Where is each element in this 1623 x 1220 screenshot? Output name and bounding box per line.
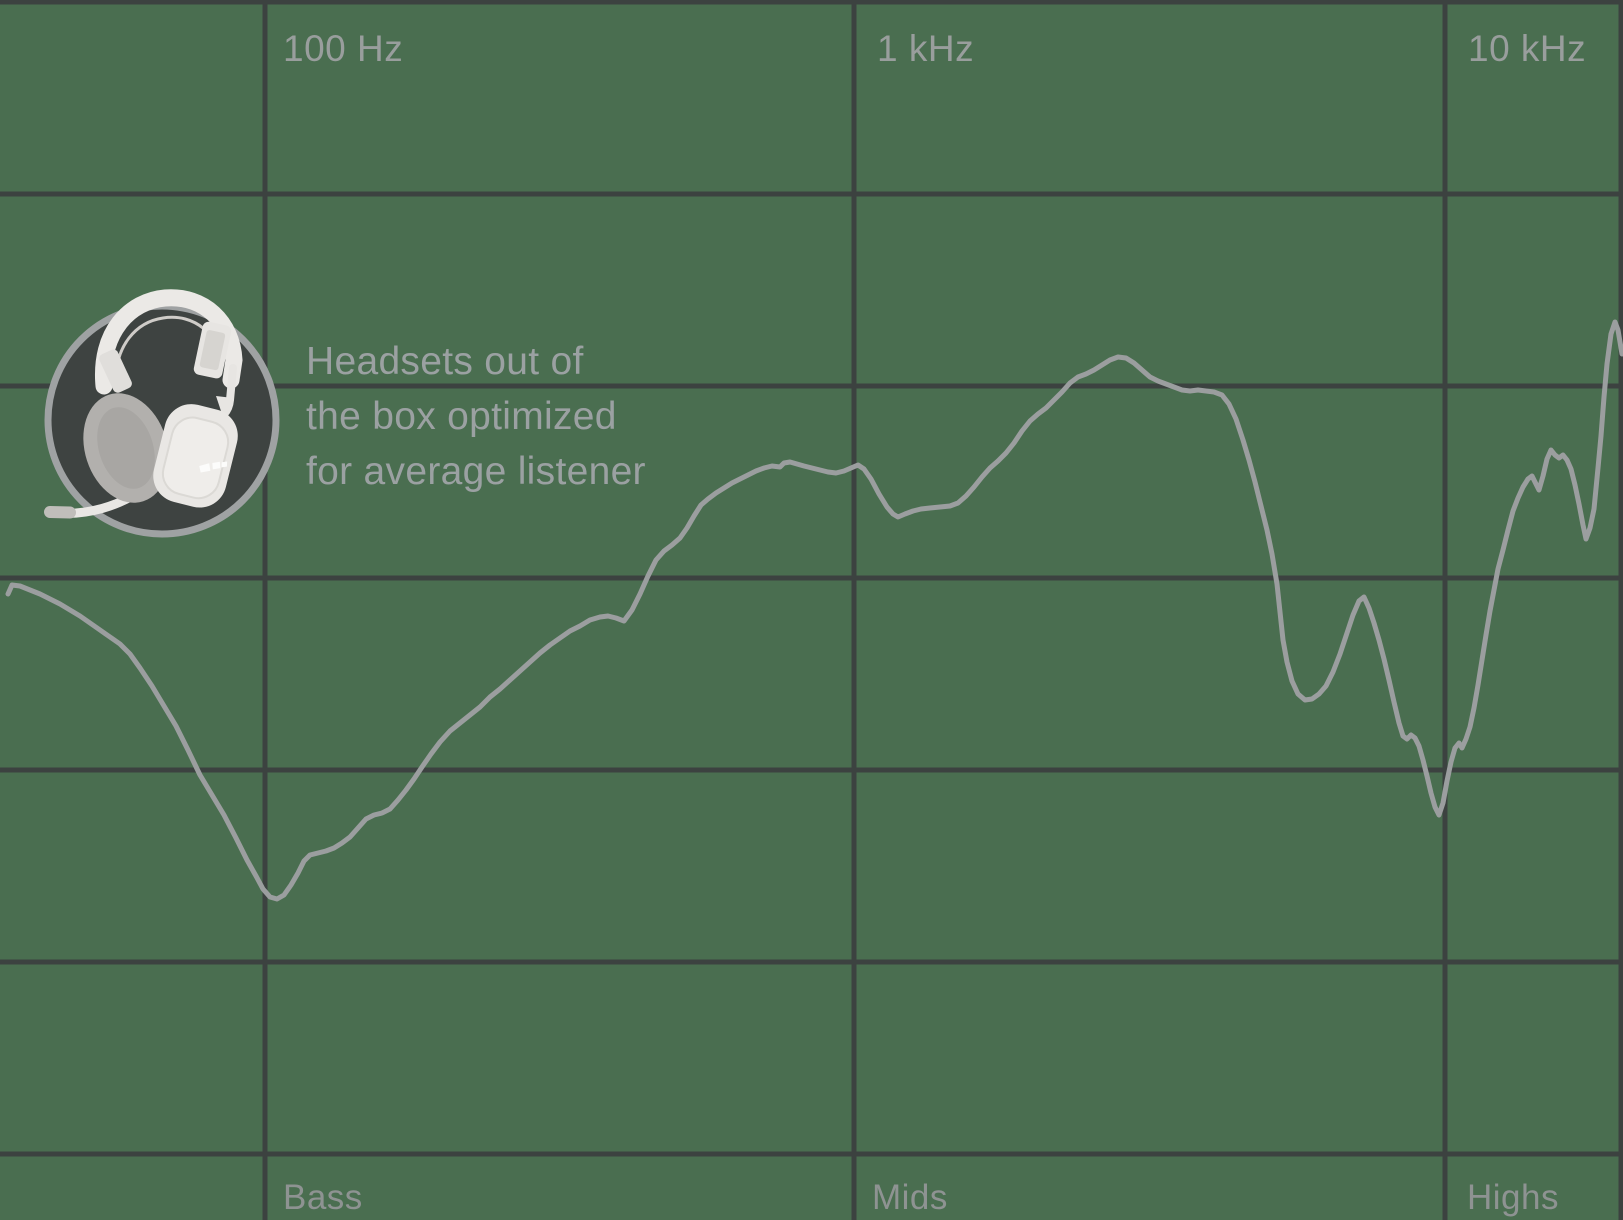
x-tick-label-10khz: 10 kHz [1468, 28, 1587, 69]
annotation-line-3: for average listener [306, 450, 646, 493]
x-tick-label-1khz: 1 kHz [877, 28, 975, 69]
annotation-line-1: Headsets out of [306, 340, 584, 383]
headset-badge [44, 289, 280, 538]
annotation-text: Headsets out of the box optimized for av… [306, 334, 646, 499]
response-curve [5, 319, 1623, 902]
x-tick-label-100hz: 100 Hz [283, 28, 404, 69]
band-label-mids: Mids [872, 1178, 948, 1217]
annotation-line-2: the box optimized [306, 395, 617, 438]
badge-circle [44, 302, 280, 538]
band-label-highs: Highs [1467, 1178, 1559, 1217]
band-label-bass: Bass [283, 1178, 363, 1217]
brand-logo-icon [199, 461, 228, 473]
headset-icon [44, 289, 243, 519]
